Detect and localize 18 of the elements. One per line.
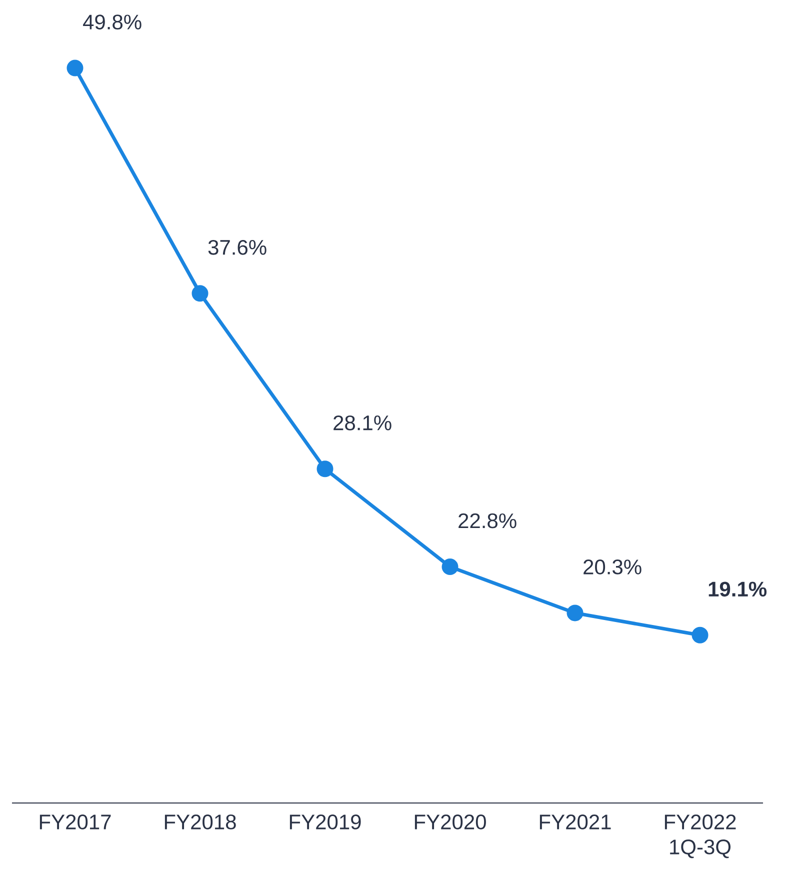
x-tick-label: FY2017 xyxy=(40,814,111,830)
data-label: 49.8% xyxy=(83,14,142,30)
data-label: 28.1% xyxy=(334,415,392,430)
data-label: 22.8% xyxy=(458,513,516,528)
x-tick-label: FY2022 1Q-3Q xyxy=(664,814,736,858)
point xyxy=(442,558,458,576)
point xyxy=(316,460,334,478)
point xyxy=(692,626,708,644)
point xyxy=(192,285,208,302)
data-label: 37.6% xyxy=(208,240,266,255)
x-tick-label: FY2021 xyxy=(540,814,611,830)
x-tick-label: FY2019 xyxy=(290,814,361,830)
x-tick-label: FY2020 xyxy=(414,814,486,830)
point xyxy=(566,604,584,622)
point xyxy=(66,60,84,76)
x-tick-label: FY2018 xyxy=(164,814,236,830)
data-label: 20.3% xyxy=(584,560,642,574)
data-label: 19.1% xyxy=(708,582,767,597)
